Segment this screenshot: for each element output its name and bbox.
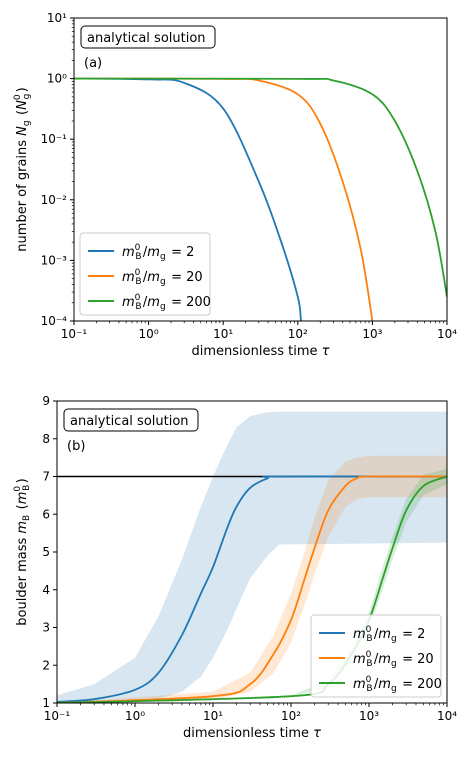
x-tick-label: 10¹ (203, 709, 223, 723)
panel-label: (b) (67, 439, 85, 454)
x-tick-label: 10⁴ (437, 709, 457, 723)
y-tick-label: 2 (42, 658, 50, 672)
y-tick-label: 7 (42, 470, 50, 484)
annotation-text: analytical solution (70, 414, 189, 429)
y-tick-label: 8 (42, 432, 50, 446)
x-axis-label: dimensionless time τ (192, 344, 330, 359)
legend-entry-2: m0 B /mg = 20 (122, 268, 203, 287)
legend: m0 B /mg = 2 m0 B /mg = 20 m0 B /mg = 200 (79, 232, 211, 316)
x-tick-label: 10³ (359, 709, 379, 723)
panel-b-boulder-mass: 10⁻¹ 10⁰ 10¹ 10² 10³ 10⁴ 1 2 3 4 5 6 7 8 9 dimensionles… (13, 394, 457, 741)
y-tick-label: 10⁻¹ (41, 132, 68, 146)
uncertainty-band-1 (57, 411, 447, 703)
y-axis-ticks: 10⁻⁴ 10⁻³ 10⁻² 10⁻¹ 10⁰ 10¹ (41, 11, 74, 328)
annotation-frame (63, 408, 199, 432)
y-tick-label: 4 (42, 583, 50, 597)
y-tick-label: 6 (42, 507, 50, 521)
y-tick-label: 10⁻⁴ (41, 314, 68, 328)
x-axis-ticks: 10⁻¹ 10⁰ 10¹ 10² 10³ 10⁴ (61, 321, 457, 341)
y-tick-label: 1 (42, 696, 50, 710)
x-axis-ticks: 10⁻¹ 10⁰ 10¹ 10² 10³ 10⁴ (44, 703, 457, 723)
legend-entry-1: m0 B /mg = 2 (353, 625, 425, 644)
legend-entry-1: m0 B /mg = 2 (122, 243, 194, 262)
series-line-3 (74, 77, 447, 298)
annotation-box: analytical solution (63, 408, 199, 432)
legend-entry-2: m0 B /mg = 20 (353, 650, 434, 669)
y-tick-label: 10⁻³ (41, 253, 68, 267)
panel-a-number-of-grains: 10⁻¹ 10⁰ 10¹ 10² 10³ 10⁴10⁻⁴10⁻³10⁻²10⁻¹10⁰10… (13, 11, 457, 359)
y-tick-label: 9 (42, 394, 50, 408)
annotation-frame (80, 25, 216, 49)
x-tick-label: 10⁰ (139, 327, 159, 341)
x-tick-label: 10⁻¹ (61, 327, 88, 341)
y-tick-label: 10¹ (47, 11, 67, 25)
legend-frame (79, 232, 211, 316)
x-tick-label: 10² (288, 327, 308, 341)
y-tick-label: 10⁻² (41, 193, 68, 207)
y-tick-label: 3 (42, 621, 50, 635)
series-line-2 (57, 475, 447, 703)
y-axis-label: number of grains Ng (N0g ) (13, 87, 32, 251)
legend: m0 B /mg = 2 m0 B /mg = 20 m0 B /mg = 200 (310, 614, 442, 698)
x-tick-label: 10² (281, 709, 301, 723)
x-tick-label: 10³ (362, 327, 382, 341)
x-tick-label: 10⁻¹ (44, 709, 71, 723)
legend-entry-3: m0 B /mg = 200 (122, 293, 211, 312)
series-line-1 (57, 475, 447, 703)
y-tick-label: 10⁰ (47, 72, 67, 86)
uncertainty-band-2 (57, 455, 447, 703)
legend-frame (310, 614, 442, 698)
panel-label: (a) (84, 56, 102, 71)
plot-area (74, 77, 447, 321)
legend-entry-3: m0 B /mg = 200 (353, 675, 442, 694)
y-axis-ticks: 1 2 3 4 5 6 7 8 9 (42, 394, 57, 710)
x-tick-label: 10⁰ (125, 709, 145, 723)
y-axis-label: boulder mass mB (m0B ) (13, 478, 32, 625)
x-tick-label: 10⁴ (437, 327, 457, 341)
x-axis-label: dimensionless time τ (183, 726, 321, 741)
x-tick-label: 10¹ (213, 327, 233, 341)
annotation-text: analytical solution (87, 31, 206, 46)
annotation-box: analytical solution (80, 25, 216, 49)
y-tick-label: 5 (42, 545, 50, 559)
axes-frame (73, 17, 448, 322)
